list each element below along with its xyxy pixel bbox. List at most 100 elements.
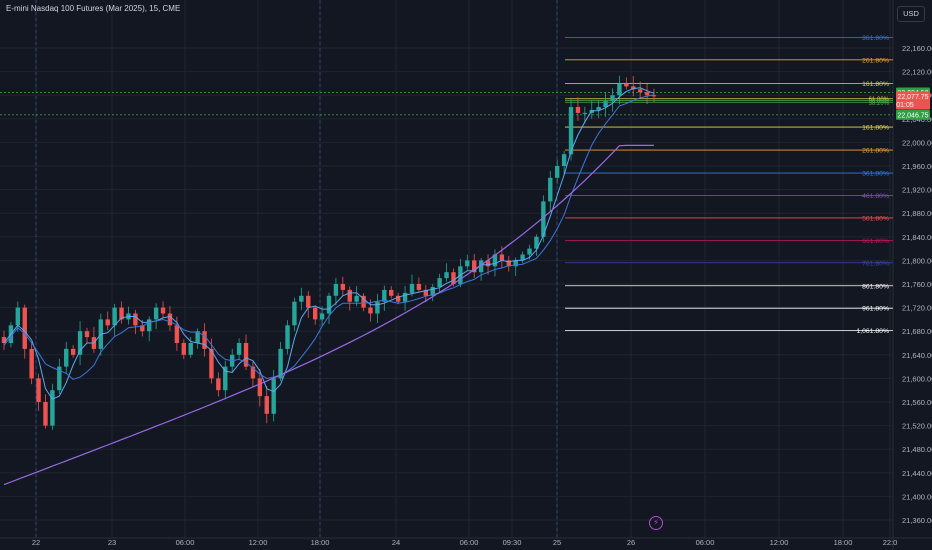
candle-down bbox=[651, 95, 657, 97]
candle-up bbox=[57, 366, 62, 391]
fib-level-label: 1,061.80% bbox=[856, 328, 889, 335]
candle-down bbox=[312, 307, 318, 320]
x-tick-label: 22:0 bbox=[883, 538, 898, 547]
candle-up bbox=[153, 307, 159, 320]
candle-up bbox=[319, 313, 325, 320]
candle-down bbox=[202, 331, 207, 349]
y-tick-label: 21,480.00 bbox=[902, 445, 932, 454]
x-tick-label: 06:00 bbox=[460, 538, 479, 547]
candle-up bbox=[271, 378, 276, 414]
y-tick-label: 21,720.00 bbox=[902, 304, 932, 313]
candle-up bbox=[561, 154, 567, 166]
y-tick-label: 21,800.00 bbox=[902, 256, 932, 265]
candle-down bbox=[499, 254, 505, 261]
candle-up bbox=[285, 325, 290, 349]
candle-down bbox=[1, 337, 7, 343]
fib-level-label: 761.80% bbox=[862, 260, 889, 267]
fib-level-label: 161.80% bbox=[862, 81, 889, 88]
candle-down bbox=[340, 284, 346, 290]
candle-up bbox=[568, 107, 574, 155]
x-tick-label: 06:00 bbox=[176, 538, 195, 547]
fib-level-label: 661.80% bbox=[862, 238, 889, 245]
candle-down bbox=[644, 92, 650, 96]
y-tick-label: 21,760.00 bbox=[902, 280, 932, 289]
y-tick-label: 21,400.00 bbox=[902, 492, 932, 501]
x-tick-label: 26 bbox=[627, 538, 635, 547]
fib-level-label: 261.80% bbox=[862, 57, 889, 64]
candle-down bbox=[624, 83, 629, 87]
candle-up bbox=[513, 260, 518, 267]
candle-down bbox=[70, 348, 76, 355]
candle-up bbox=[541, 201, 546, 237]
y-tick-label: 22,160.00 bbox=[902, 44, 932, 53]
candle-up bbox=[548, 177, 553, 202]
candle-up bbox=[15, 307, 21, 326]
candle-down bbox=[451, 272, 456, 284]
x-tick-label: 18:00 bbox=[311, 538, 330, 547]
candle-down bbox=[216, 378, 221, 391]
candle-down bbox=[250, 366, 256, 379]
x-tick-label: 23 bbox=[108, 538, 116, 547]
candle-down bbox=[368, 307, 373, 314]
candle-up bbox=[147, 319, 152, 332]
y-tick-label: 21,960.00 bbox=[902, 162, 932, 171]
y-tick-label: 21,520.00 bbox=[902, 422, 932, 431]
candle-up bbox=[333, 284, 339, 296]
candle-up bbox=[409, 284, 415, 293]
candle-down bbox=[631, 86, 636, 90]
ma-mid-line bbox=[3, 94, 655, 380]
candle-down bbox=[361, 295, 366, 308]
candle-up bbox=[534, 236, 539, 249]
candle-down bbox=[209, 348, 214, 379]
candle-down bbox=[29, 348, 34, 379]
price-axis-badge bbox=[896, 91, 930, 110]
fib-level-label: 38.20% bbox=[869, 101, 890, 107]
price-axis-value: 22,046.75 bbox=[897, 112, 928, 119]
candle-up bbox=[112, 307, 117, 326]
candle-up bbox=[195, 331, 200, 343]
candle-down bbox=[243, 343, 249, 367]
candle-up bbox=[617, 83, 622, 96]
fib-level-label: 461.80% bbox=[862, 193, 889, 200]
candle-up bbox=[610, 95, 615, 102]
fib-level-label: 361.80% bbox=[862, 35, 889, 42]
fib-level-label: 361.80% bbox=[862, 171, 889, 178]
candle-down bbox=[140, 325, 145, 332]
candle-up bbox=[596, 107, 601, 110]
price-axis-countdown: 01:05 bbox=[896, 102, 914, 109]
candle-down bbox=[423, 289, 429, 296]
candle-down bbox=[575, 107, 581, 113]
candle-down bbox=[174, 325, 180, 343]
candle-down bbox=[119, 307, 124, 320]
candle-up bbox=[223, 366, 228, 391]
lightning-icon[interactable]: ⚡ bbox=[649, 516, 663, 530]
x-tick-label: 12:00 bbox=[249, 538, 268, 547]
candle-up bbox=[444, 272, 449, 279]
candle-up bbox=[64, 348, 69, 367]
candle-down bbox=[472, 260, 477, 273]
x-tick-label: 24 bbox=[392, 538, 400, 547]
y-tick-label: 21,640.00 bbox=[902, 351, 932, 360]
candle-down bbox=[506, 260, 511, 267]
candle-up bbox=[402, 292, 408, 302]
candle-up bbox=[50, 390, 55, 426]
y-tick-label: 21,360.00 bbox=[902, 516, 932, 525]
currency-button[interactable]: USD bbox=[897, 6, 925, 22]
candle-down bbox=[395, 295, 401, 302]
x-tick-label: 25 bbox=[553, 538, 561, 547]
candle-down bbox=[22, 307, 27, 349]
fib-level-label: 561.80% bbox=[862, 215, 889, 222]
candle-up bbox=[582, 112, 588, 114]
candle-up bbox=[354, 295, 359, 302]
candle-up bbox=[326, 295, 332, 314]
candle-down bbox=[257, 378, 263, 397]
candle-up bbox=[292, 301, 297, 326]
chart-title: E-mini Nasdaq 100 Futures (Mar 2025), 15… bbox=[6, 4, 181, 13]
y-tick-label: 21,600.00 bbox=[902, 374, 932, 383]
y-tick-label: 21,440.00 bbox=[902, 469, 932, 478]
candle-down bbox=[389, 289, 394, 296]
y-tick-label: 21,880.00 bbox=[902, 209, 932, 218]
candle-up bbox=[236, 343, 242, 355]
candle-up bbox=[382, 289, 387, 302]
